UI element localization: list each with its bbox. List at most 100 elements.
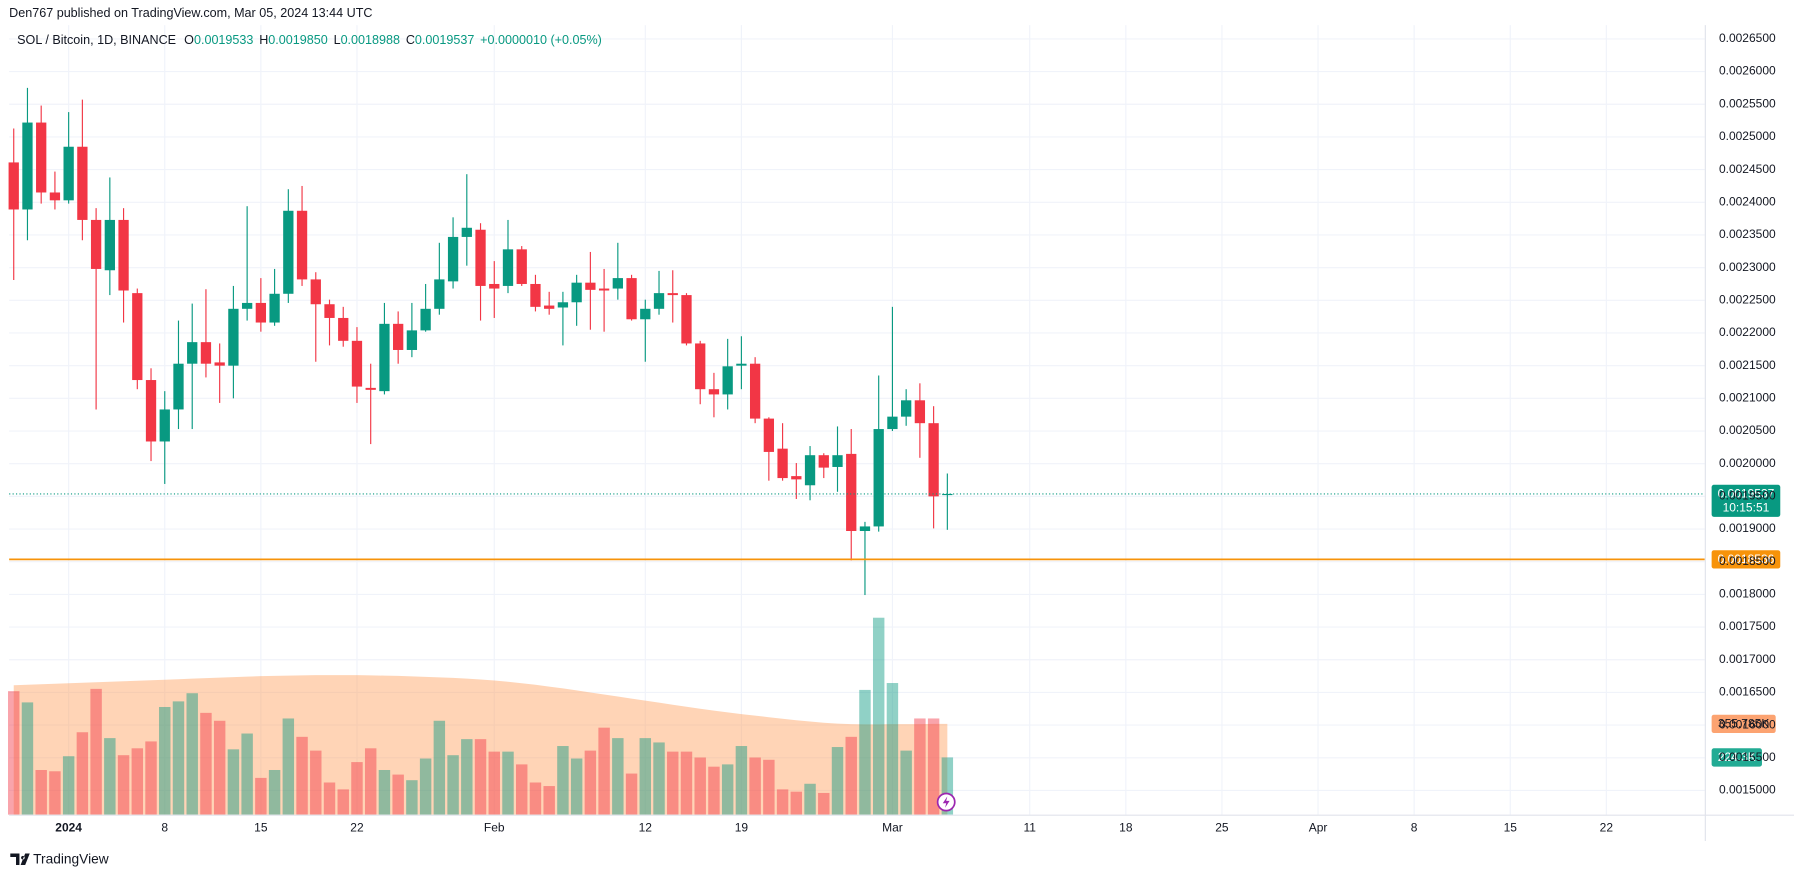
- volume-bar: [941, 757, 954, 815]
- candles: [8, 87, 953, 596]
- candle-body: [475, 229, 486, 286]
- volume-bar: [667, 751, 679, 815]
- candle-body: [77, 146, 88, 220]
- volume-bar: [831, 747, 844, 815]
- volume-bar: [200, 712, 212, 815]
- y-tick-label: 0.0016500: [1719, 685, 1776, 699]
- volume-bar: [763, 759, 775, 815]
- candle-body: [626, 278, 637, 320]
- volume-bar: [241, 733, 253, 815]
- volume-bar: [268, 769, 281, 815]
- legend-change: +0.0000010 (+0.05%): [480, 34, 602, 48]
- candle-body: [598, 288, 610, 291]
- candle-body: [846, 453, 857, 532]
- candle-body: [585, 282, 596, 290]
- candle-body: [818, 455, 829, 468]
- volume-ma-tag: [1711, 714, 1776, 734]
- volume-bar: [351, 762, 363, 815]
- volume-bar: [749, 757, 761, 815]
- volume-bar: [296, 736, 308, 815]
- volume-bar: [474, 739, 487, 815]
- volume-bar: [172, 701, 185, 815]
- y-tick-label: 0.0021000: [1719, 391, 1776, 405]
- volume-bar: [859, 689, 871, 815]
- y-tick-label: 0.0023500: [1719, 227, 1776, 241]
- volume-bar: [406, 780, 418, 815]
- candle-body: [241, 302, 253, 309]
- candle-body: [708, 389, 720, 395]
- candle-body: [324, 304, 335, 318]
- x-tick-label: 2024: [55, 821, 82, 835]
- y-tick-label: 0.0024500: [1719, 162, 1776, 176]
- volume-bar: [282, 718, 295, 815]
- volume-bar: [35, 769, 47, 815]
- volume-bar: [310, 750, 322, 815]
- candle-body: [420, 308, 431, 331]
- x-tick-label: 15: [254, 821, 268, 835]
- volume-bar: [90, 688, 102, 815]
- volume-bar: [76, 732, 89, 815]
- candle-body: [640, 308, 651, 320]
- volume-ma-area: [13, 675, 948, 815]
- volume-bar: [776, 789, 789, 815]
- legend-key: H: [259, 34, 268, 48]
- candle-body: [722, 366, 733, 395]
- published-note: Den767 published on TradingView.com, Mar…: [9, 6, 372, 20]
- x-tick-label: Mar: [882, 821, 903, 835]
- candle-body: [351, 340, 363, 387]
- candle-body: [777, 448, 788, 479]
- y-tick-label: 0.0020500: [1719, 423, 1776, 437]
- volume-ma-text: 355.785K: [1718, 717, 1769, 731]
- y-tick-label: 0.0017500: [1719, 619, 1776, 633]
- candle-body: [695, 343, 706, 390]
- candle-body: [832, 455, 843, 467]
- y-tick-label: 0.0020000: [1719, 456, 1776, 470]
- volume-bar: [488, 751, 500, 815]
- grid: [9, 25, 1705, 815]
- candle-body: [434, 279, 445, 309]
- event-icon[interactable]: [936, 792, 956, 812]
- candle-body: [859, 526, 871, 532]
- y-tick-label: 0.0019500: [1719, 489, 1776, 503]
- volume-bar: [584, 750, 597, 815]
- y-tick-label: 0.0018500: [1719, 554, 1776, 568]
- volume-bar: [570, 758, 583, 815]
- y-tick-label: 0.0019000: [1719, 521, 1776, 535]
- y-tick-label: 0.0016000: [1719, 717, 1776, 731]
- y-tick-label: 0.0017000: [1719, 652, 1776, 666]
- candle-body: [338, 317, 349, 341]
- candle-body: [90, 219, 102, 269]
- volume-bar: [213, 720, 226, 815]
- volume-bar: [845, 736, 857, 815]
- y-tick-label: 0.0018000: [1719, 587, 1776, 601]
- candle-body: [365, 387, 376, 390]
- volume-bar: [159, 706, 171, 815]
- volume-bar: [447, 755, 459, 815]
- candle-body: [49, 192, 61, 201]
- candle-body: [544, 305, 555, 309]
- candle-body: [104, 219, 115, 271]
- x-tick-label: 8: [1411, 821, 1418, 835]
- candle-body: [269, 293, 280, 323]
- countdown-text: 10:15:51: [1723, 500, 1770, 514]
- candle-body: [406, 330, 418, 350]
- x-tick-label: Apr: [1309, 821, 1328, 835]
- y-tick-label: 0.0024000: [1719, 194, 1776, 208]
- x-tick-label: 8: [161, 821, 168, 835]
- candle-body: [379, 323, 390, 392]
- candle-body: [187, 342, 198, 364]
- brand-name: TradingView: [33, 851, 109, 866]
- legend-key: C: [406, 34, 415, 48]
- candle-body: [530, 283, 541, 307]
- volume-bar: [8, 691, 20, 815]
- candle-body: [8, 162, 19, 210]
- legend-value: 0.0019537: [415, 34, 474, 48]
- y-tick-label: 0.0023000: [1719, 260, 1776, 274]
- x-tick-label: 18: [1119, 821, 1133, 835]
- volume-bar: [529, 782, 542, 815]
- candle-body: [461, 227, 472, 237]
- candle-body: [489, 283, 500, 289]
- candle-body: [928, 423, 939, 497]
- volume-bar: [62, 756, 75, 815]
